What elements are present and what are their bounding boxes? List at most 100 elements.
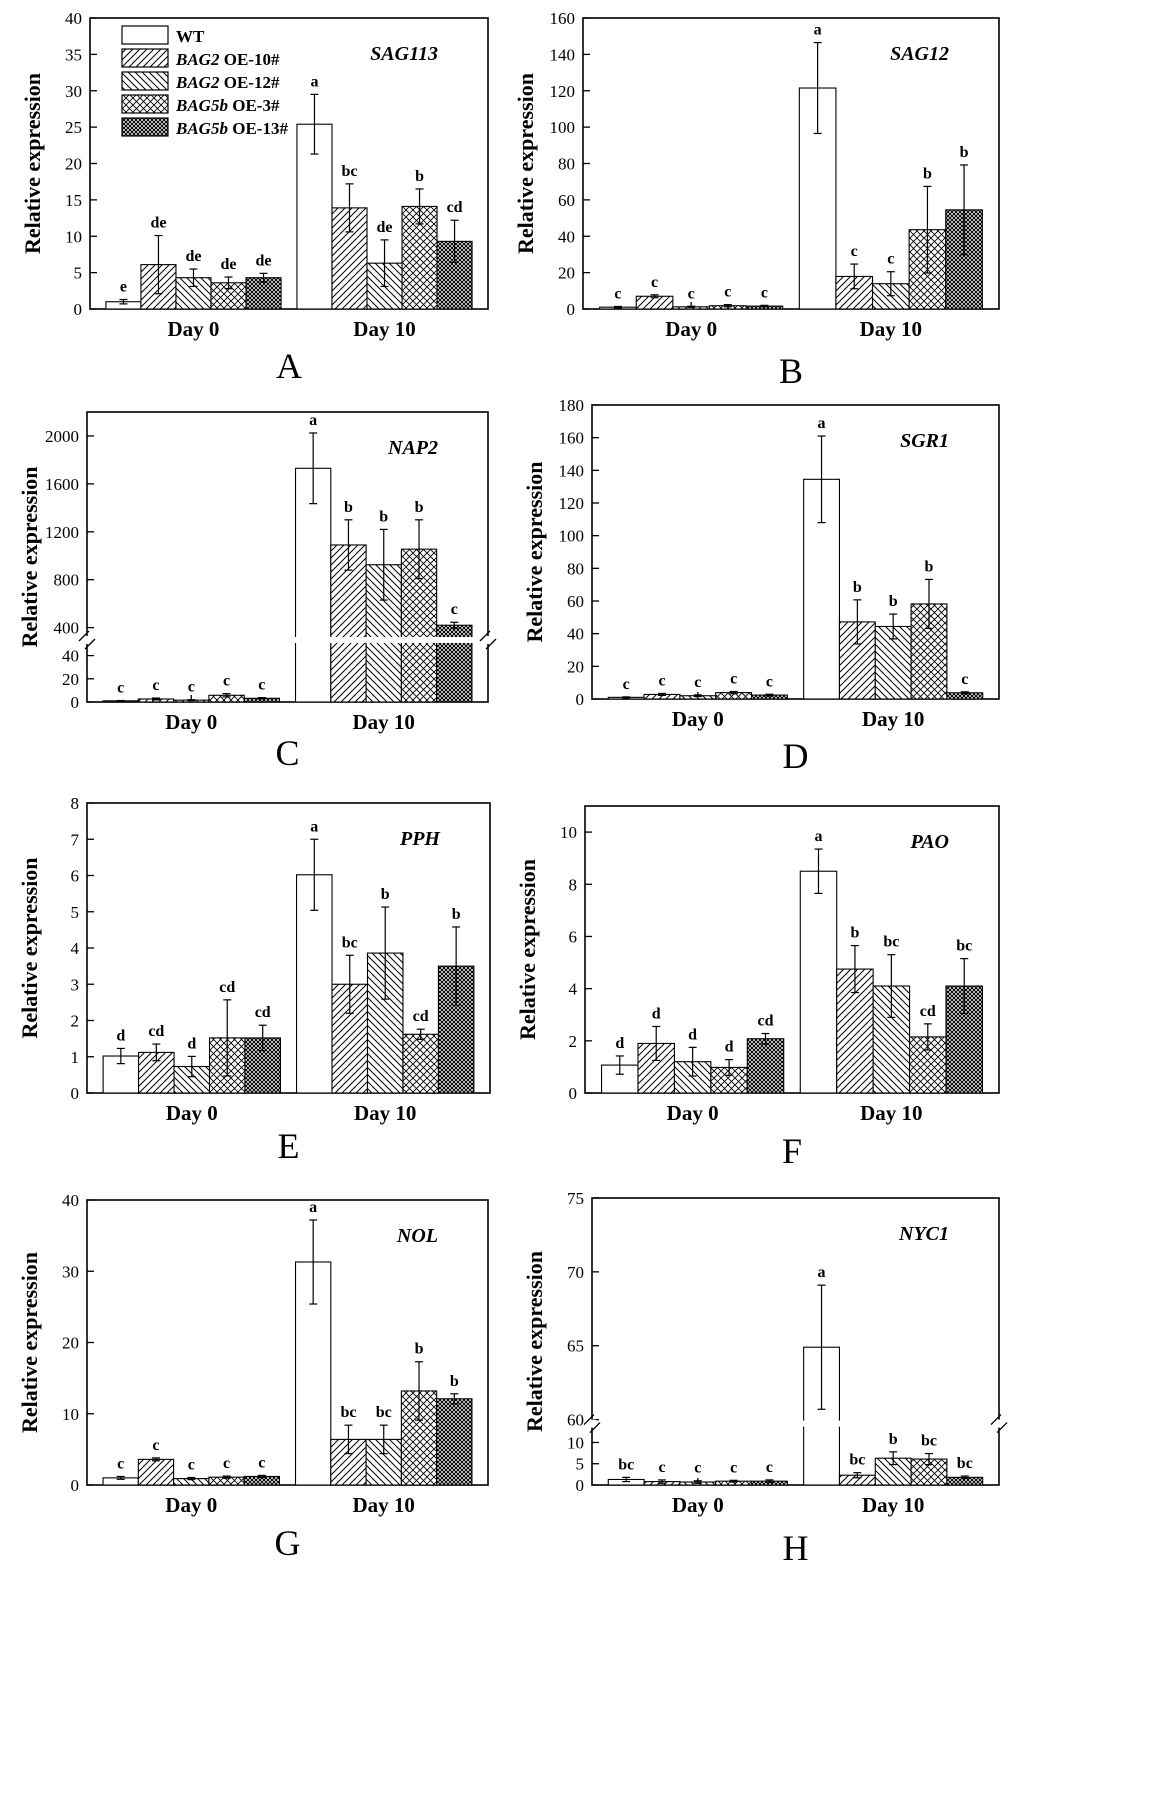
y-tick-label: 80 <box>558 155 575 174</box>
x-tick-label: Day 0 <box>672 707 724 731</box>
x-tick-label: Day 0 <box>665 317 717 341</box>
y-tick-label: 800 <box>54 571 80 590</box>
significance-letter: d <box>725 1039 734 1056</box>
significance-letter: e <box>120 279 127 296</box>
y-tick-label: 10 <box>62 1405 79 1424</box>
panel-letter: D <box>783 736 809 776</box>
axis-break-mark <box>485 638 497 650</box>
x-tick-label: Day 10 <box>860 1101 922 1125</box>
legend: WT BAG2 OE-10# BAG2 OE-12# BAG5b OE-3# BAG5b… <box>121 25 288 138</box>
axis-break-mark <box>78 630 90 642</box>
axis-break-mask <box>588 1419 596 1428</box>
significance-letter: c <box>851 243 858 260</box>
plot-frame <box>584 805 1000 1094</box>
y-tick-label: 100 <box>550 118 576 137</box>
significance-letter: c <box>766 1459 773 1476</box>
x-tick-label: Day 10 <box>860 317 922 341</box>
axis-break-mark <box>996 1422 1008 1434</box>
plot-frame <box>591 404 1000 700</box>
y-tick-label: 10 <box>65 227 82 246</box>
panel-letter: F <box>782 1131 802 1171</box>
significance-letter: a <box>309 412 317 429</box>
axis-break-mark <box>479 630 491 642</box>
y-tick-label: 80 <box>567 559 584 578</box>
significance-letter: bc <box>883 934 899 951</box>
y-tick-label: 8 <box>569 875 578 894</box>
y-tick-label: 20 <box>65 155 82 174</box>
significance-letter: c <box>614 285 621 302</box>
panel-f: 0 2 4 6 8 10 Relative expression Day 0 d d d d cd Day… <box>515 805 1000 1171</box>
bar <box>402 1033 439 1094</box>
y-tick-label: 0 <box>74 300 83 319</box>
y-tick-label: 10 <box>560 823 577 842</box>
significance-letter: bc <box>957 1455 973 1472</box>
y-tick-label: 4 <box>71 939 80 958</box>
significance-letter: de <box>256 252 272 269</box>
significance-letter: bc <box>376 1404 392 1421</box>
x-tick-label: Day 0 <box>667 1101 719 1125</box>
significance-letter: de <box>221 256 237 273</box>
significance-letter: bc <box>342 934 358 951</box>
y-axis-label: Relative expression <box>17 466 42 647</box>
significance-letter: bc <box>956 938 972 955</box>
y-tick-label: 140 <box>550 45 576 64</box>
axis-break-mark <box>583 1414 595 1426</box>
panel-b: 0 20 40 60 80 100 120 140 160 Relative expression… <box>513 9 1000 391</box>
significance-letter: bc <box>341 163 357 180</box>
y-axis-label: Relative expression <box>20 73 45 254</box>
y-tick-label: 6 <box>569 927 578 946</box>
x-tick-label: Day 10 <box>353 1493 415 1517</box>
y-axis-label: Relative expression <box>17 857 42 1038</box>
y-tick-label: 120 <box>559 494 585 513</box>
y-tick-label: 140 <box>559 461 585 480</box>
x-tick-label: Day 0 <box>168 317 220 341</box>
significance-letter: b <box>853 579 862 596</box>
y-tick-label: 1200 <box>45 523 79 542</box>
significance-letter: c <box>761 284 768 301</box>
axis-break-mark <box>589 1422 601 1434</box>
y-tick-label: 35 <box>65 45 82 64</box>
significance-letter: c <box>152 1437 159 1454</box>
gene-title: SGR1 <box>900 430 949 452</box>
panel-c: 0 20 40 400 800 1200 1600 2000 Relative expressi… <box>17 411 497 773</box>
gene-title: NYC1 <box>898 1223 949 1245</box>
y-tick-label: 30 <box>62 1262 79 1281</box>
significance-letter: cd <box>758 1013 774 1030</box>
significance-letter: c <box>223 1455 230 1472</box>
x-tick-label: Day 10 <box>862 707 924 731</box>
plot-frame <box>86 411 489 703</box>
y-tick-label: 20 <box>567 657 584 676</box>
significance-letter: c <box>694 674 701 691</box>
y-tick-label: 2 <box>71 1012 80 1031</box>
significance-letter: b <box>889 1431 898 1448</box>
gene-title: PAO <box>909 831 949 853</box>
significance-letter: b <box>344 499 353 516</box>
significance-letter: cd <box>255 1004 271 1021</box>
legend-label: BAG5b OE-3# <box>175 96 280 115</box>
panel-letter: C <box>275 733 299 773</box>
y-tick-label: 0 <box>71 1084 80 1103</box>
significance-letter: c <box>258 677 265 694</box>
panel-letter: B <box>779 351 803 391</box>
y-tick-label: 1 <box>71 1048 80 1067</box>
significance-letter: b <box>379 508 388 525</box>
gene-title: PPH <box>399 828 441 850</box>
bar <box>245 277 282 310</box>
y-tick-label: 100 <box>559 527 585 546</box>
y-tick-label: 2 <box>569 1032 578 1051</box>
bar <box>296 874 333 1094</box>
x-tick-label: Day 10 <box>354 1101 416 1125</box>
y-tick-label: 40 <box>62 1191 79 1210</box>
significance-letter: a <box>818 415 826 432</box>
legend-label: WT <box>176 27 205 46</box>
y-tick-label: 3 <box>71 975 80 994</box>
axis-break-mark <box>990 1414 1002 1426</box>
x-tick-label: Day 10 <box>353 317 415 341</box>
significance-letter: b <box>850 925 859 942</box>
y-tick-label: 0 <box>576 690 585 709</box>
axis-break-gap <box>594 1420 997 1427</box>
y-tick-label: 25 <box>65 118 82 137</box>
y-tick-label: 180 <box>559 396 585 415</box>
y-tick-label: 0 <box>576 1476 585 1495</box>
